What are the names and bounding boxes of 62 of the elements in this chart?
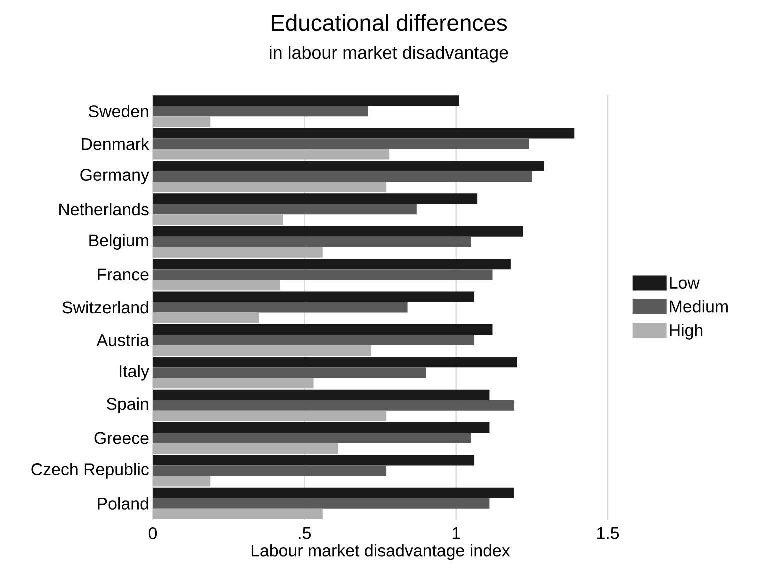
bar: [153, 138, 530, 150]
y-tick-label: France: [98, 268, 149, 281]
bar: [153, 182, 387, 192]
bar: [153, 357, 518, 368]
y-tick-label: Sweden: [89, 105, 148, 118]
legend-label: High: [670, 324, 703, 340]
bar: [153, 194, 478, 204]
bar: [153, 368, 426, 378]
x-tick-label: .5: [299, 528, 312, 540]
bar: [153, 171, 532, 182]
y-tick-label: Belgium: [90, 234, 148, 250]
x-tick-label: 1.5: [598, 528, 620, 540]
chart-title: Educational differences: [272, 14, 508, 32]
bar: [153, 236, 472, 248]
y-tick-label: Czech Republic: [32, 463, 149, 479]
bar: [153, 214, 284, 226]
bar: [153, 160, 544, 172]
bar: [153, 334, 475, 346]
bar: [153, 116, 211, 128]
bar: [153, 259, 511, 270]
bar: [153, 378, 314, 389]
bar: [153, 476, 211, 487]
bar: [153, 400, 514, 411]
bar: [153, 410, 387, 422]
y-tick-label: Greece: [94, 432, 149, 444]
bar: [153, 247, 323, 258]
bar: [153, 488, 514, 498]
bar: [153, 498, 490, 509]
x-tick-label: 1: [452, 528, 460, 540]
legend-label: Medium: [670, 300, 728, 313]
bar: [153, 128, 575, 139]
bar: [153, 444, 338, 454]
bar: [153, 455, 475, 466]
bar: [153, 508, 323, 520]
chart-subtitle: in labour market disadvantage: [270, 46, 508, 63]
y-tick-label: Netherlands: [60, 203, 149, 216]
y-tick-label: Italy: [120, 365, 150, 381]
y-tick-label: Austria: [96, 334, 150, 346]
bar: [153, 302, 408, 313]
bar: [153, 324, 493, 335]
y-tick-label: Poland: [98, 497, 148, 510]
bar: [153, 466, 387, 476]
y-tick-label: Denmark: [82, 138, 150, 150]
bar: [153, 270, 493, 280]
bar: [153, 345, 372, 356]
bar: [153, 312, 260, 324]
bar: [153, 226, 524, 237]
y-tick-label: Switzerland: [62, 301, 148, 314]
y-tick-label: Germany: [80, 169, 150, 184]
legend-label: Low: [670, 277, 700, 290]
bar: [153, 292, 475, 302]
bar: [153, 422, 490, 434]
x-tick-label: 0: [148, 528, 158, 540]
bar: [153, 149, 390, 160]
bar: [153, 106, 368, 117]
bar: [153, 96, 460, 106]
bar: [153, 390, 490, 400]
y-tick-label: Spain: [106, 398, 148, 414]
bar: [153, 280, 280, 291]
bar: [153, 433, 472, 444]
x-axis-title: Labour market disadvantage index: [252, 544, 510, 560]
bar: [153, 204, 417, 215]
